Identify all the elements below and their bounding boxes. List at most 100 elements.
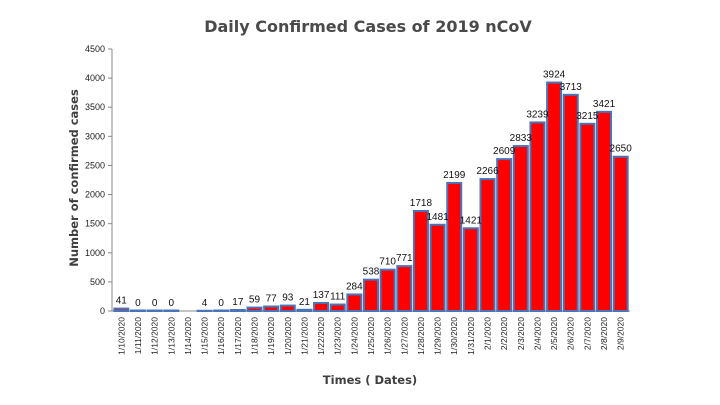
x-tick-label: 2/3/2020 (516, 317, 526, 350)
bar (113, 307, 130, 312)
bar (579, 122, 596, 312)
x-tick-label: 2/4/2020 (532, 317, 542, 350)
bar (396, 265, 413, 312)
x-tick-label: 2/5/2020 (549, 317, 559, 350)
data-label: 93 (282, 293, 294, 304)
x-tick-label: 1/20/2020 (283, 317, 293, 355)
bar (246, 306, 263, 312)
bar (163, 309, 180, 312)
data-label: 3239 (526, 109, 549, 120)
x-tick-label: 2/7/2020 (582, 317, 592, 350)
x-tick-label: 1/14/2020 (183, 317, 193, 355)
x-tick-label: 1/18/2020 (249, 317, 259, 355)
x-tick-label: 2/6/2020 (566, 317, 576, 350)
bar (279, 304, 296, 312)
bar (213, 309, 230, 312)
bar (546, 81, 563, 313)
y-tick-label: 2500 (85, 160, 105, 170)
y-tick-label: 4500 (85, 44, 105, 54)
bars (113, 81, 629, 313)
x-tick-label: 1/26/2020 (383, 317, 393, 355)
x-tick-label: 1/10/2020 (116, 317, 126, 355)
x-tick-label: 1/12/2020 (150, 317, 160, 355)
x-tick-label: 1/17/2020 (233, 317, 243, 355)
bar (363, 278, 379, 313)
bar (146, 309, 163, 312)
data-label: 3713 (560, 82, 583, 93)
x-tick-label: 1/16/2020 (216, 317, 226, 355)
x-tick-label: 1/27/2020 (399, 317, 409, 355)
x-tick-label: 2/9/2020 (616, 317, 626, 350)
bar (129, 309, 146, 312)
y-tick-label: 1500 (85, 219, 105, 229)
data-label: 77 (266, 294, 278, 305)
bar (429, 223, 446, 312)
bar (496, 158, 513, 312)
x-tick-label: 1/23/2020 (333, 317, 343, 355)
data-label: 284 (346, 281, 363, 292)
bar (346, 293, 363, 312)
data-label: 41 (116, 296, 128, 307)
x-ticks: 1/10/2020 1/11/2020 1/12/2020 1/13/2020 1/14… (116, 317, 625, 355)
y-axis-title: Number of confirmed cases (67, 89, 81, 267)
bar (462, 227, 479, 312)
y-ticks: 0 500 1000 1500 2000 2500 3000 3500 4000 4500 (85, 44, 112, 316)
chart-title: Daily Confirmed Cases of 2019 nCoV (204, 17, 532, 36)
x-tick-label: 1/25/2020 (366, 317, 376, 355)
x-tick-label: 1/24/2020 (349, 317, 359, 355)
data-label: 3215 (576, 111, 599, 122)
bar (379, 268, 396, 313)
x-tick-label: 2/8/2020 (599, 317, 609, 350)
data-label: 0 (218, 298, 224, 309)
data-label: 2199 (443, 170, 466, 181)
data-label: 4 (202, 298, 208, 309)
bar (229, 309, 246, 313)
y-tick-label: 4000 (85, 73, 105, 83)
x-tick-label: 1/31/2020 (466, 317, 476, 355)
y-tick-label: 3000 (85, 131, 105, 141)
y-tick-label: 3500 (85, 102, 105, 112)
data-label: 21 (299, 297, 311, 308)
data-label: 1718 (410, 198, 433, 209)
x-tick-label: 2/1/2020 (483, 317, 493, 350)
data-label: 0 (168, 298, 174, 309)
x-tick-label: 1/19/2020 (266, 317, 276, 355)
bar (313, 302, 330, 313)
x-tick-label: 1/28/2020 (416, 317, 426, 355)
data-label: 710 (379, 257, 396, 268)
bar (412, 209, 429, 313)
data-label: 137 (313, 290, 330, 301)
data-label: 17 (232, 297, 244, 308)
data-label: 111 (330, 292, 346, 303)
x-tick-label: 1/29/2020 (433, 317, 443, 355)
bar (612, 155, 629, 312)
data-label: 1421 (460, 215, 483, 226)
x-tick-label: 2/2/2020 (499, 317, 509, 350)
x-tick-label: 1/22/2020 (316, 317, 326, 355)
bar (529, 121, 546, 312)
x-tick-label: 1/13/2020 (166, 317, 176, 355)
y-tick-label: 0 (100, 306, 105, 316)
bar (562, 93, 579, 312)
data-label: 2833 (510, 133, 533, 144)
data-label: 2609 (493, 146, 516, 157)
x-tick-label: 1/21/2020 (299, 317, 309, 355)
y-tick-label: 500 (90, 277, 105, 287)
x-tick-label: 1/15/2020 (200, 317, 210, 355)
data-label: 2650 (610, 144, 633, 155)
bar (479, 178, 496, 312)
bar (446, 181, 463, 312)
data-label: 2266 (476, 166, 499, 177)
data-label: 1481 (426, 212, 449, 223)
data-label: 0 (152, 298, 158, 309)
data-label: 59 (249, 295, 261, 306)
bar (512, 145, 529, 312)
y-tick-label: 2000 (85, 190, 105, 200)
x-axis-title: Times ( Dates) (323, 373, 417, 387)
data-label: 3421 (593, 99, 616, 110)
data-label: 0 (135, 298, 141, 309)
data-label: 3924 (543, 70, 566, 81)
y-tick-label: 1000 (85, 248, 105, 258)
